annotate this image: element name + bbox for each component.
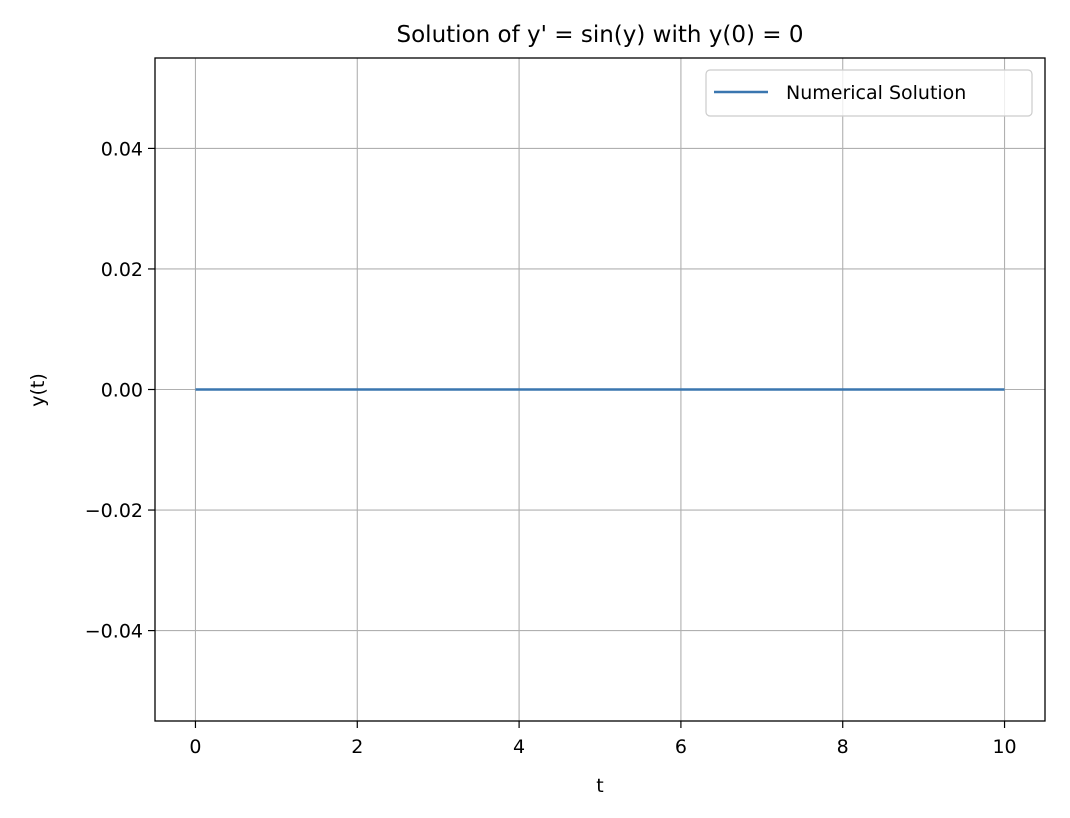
- x-tick-label: 10: [992, 736, 1016, 758]
- x-axis-ticks: 0 2 4 6 8 10: [189, 721, 1017, 758]
- x-tick-label: 0: [189, 736, 201, 758]
- x-tick-label: 4: [513, 736, 525, 758]
- legend-entry-numerical-solution: Numerical Solution: [786, 82, 966, 104]
- y-axis-ticks: −0.04 −0.02 0.00 0.02 0.04: [85, 138, 155, 643]
- y-tick-label: 0.02: [101, 259, 143, 281]
- chart-title: Solution of y' = sin(y) with y(0) = 0: [397, 22, 804, 48]
- x-tick-label: 8: [837, 736, 849, 758]
- legend: Numerical Solution: [705, 69, 1033, 117]
- x-axis-label: t: [596, 775, 603, 797]
- y-tick-label: 0.04: [101, 138, 143, 160]
- legend-box: [705, 69, 1033, 117]
- y-tick-label: −0.04: [85, 621, 143, 643]
- y-tick-label: −0.02: [85, 500, 143, 522]
- y-tick-label: 0.00: [101, 380, 143, 402]
- x-tick-label: 2: [351, 736, 363, 758]
- x-tick-label: 6: [675, 736, 687, 758]
- y-axis-label: y(t): [27, 373, 49, 407]
